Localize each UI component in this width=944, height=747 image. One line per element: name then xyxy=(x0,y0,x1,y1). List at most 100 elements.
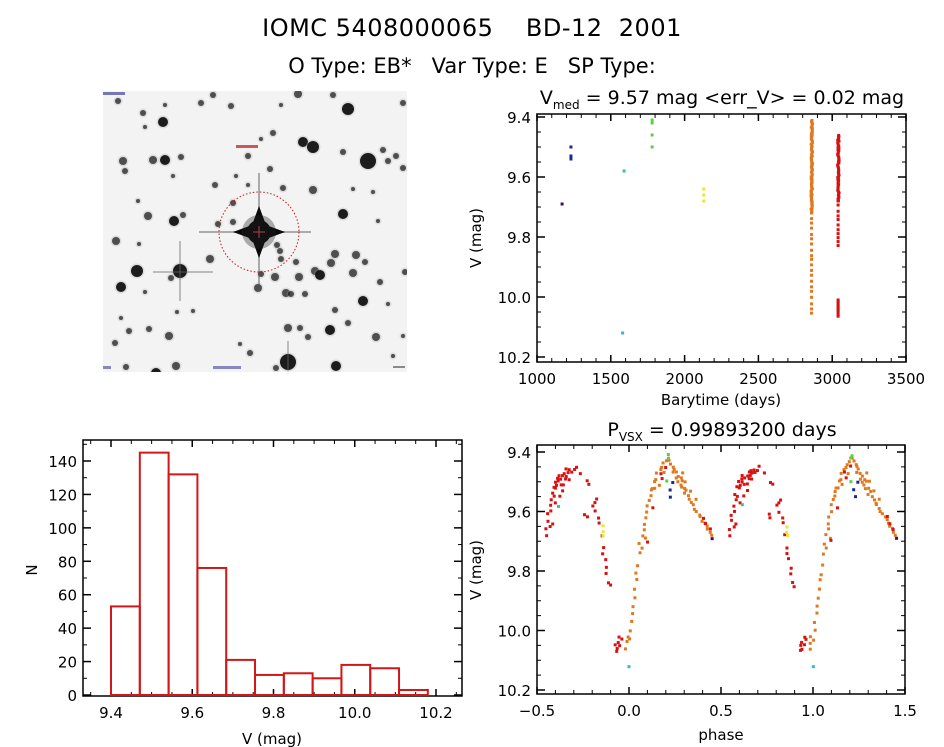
star xyxy=(391,354,395,358)
data-point xyxy=(593,501,597,505)
star xyxy=(278,256,284,262)
data-point xyxy=(680,479,684,483)
histogram-bar xyxy=(225,658,257,697)
data-point xyxy=(559,477,563,481)
x-tick-label: 1.5 xyxy=(893,702,917,720)
star xyxy=(206,255,214,263)
data-point xyxy=(846,472,850,476)
data-point xyxy=(679,476,683,480)
data-point xyxy=(792,585,796,589)
data-point xyxy=(743,476,747,480)
star xyxy=(210,92,216,98)
data-point xyxy=(872,498,876,502)
data-point xyxy=(563,477,567,481)
data-point xyxy=(803,635,807,639)
x-tick-label: 3500 xyxy=(887,370,925,388)
star xyxy=(144,212,152,220)
data-point xyxy=(835,506,839,510)
star xyxy=(175,310,179,314)
data-point xyxy=(808,635,812,639)
data-point xyxy=(785,530,789,534)
data-point xyxy=(647,498,651,502)
data-point xyxy=(771,482,775,486)
data-point xyxy=(781,516,785,520)
data-point xyxy=(645,504,649,508)
data-point xyxy=(785,546,789,550)
data-point xyxy=(799,643,803,647)
data-point xyxy=(768,516,772,520)
data-point xyxy=(818,578,822,582)
data-point xyxy=(830,510,834,514)
star xyxy=(258,271,264,277)
data-point xyxy=(836,303,840,307)
data-point xyxy=(601,552,605,556)
data-point xyxy=(877,497,881,501)
data-point xyxy=(650,133,654,137)
data-point xyxy=(671,470,675,474)
data-point xyxy=(638,551,642,555)
data-point xyxy=(815,611,819,615)
star xyxy=(342,103,354,115)
data-point xyxy=(553,480,557,484)
data-point xyxy=(891,530,895,534)
data-point xyxy=(737,486,741,490)
data-point xyxy=(551,522,555,526)
data-point xyxy=(604,565,608,569)
y-tick-label: 9.8 xyxy=(507,563,531,581)
star xyxy=(280,185,286,191)
x-tick-label: 9.8 xyxy=(262,704,286,722)
histogram-bar xyxy=(110,605,141,697)
phase-curve-points xyxy=(544,453,899,669)
light-curve-ylabel: V (mag) xyxy=(467,208,485,268)
star xyxy=(282,289,290,297)
data-point xyxy=(641,534,645,538)
data-point xyxy=(657,483,661,487)
data-point xyxy=(836,228,840,232)
data-point xyxy=(757,464,761,468)
x-tick-label: 10.0 xyxy=(338,704,371,722)
phase-curve-ylabel: V (mag) xyxy=(467,540,485,600)
data-point xyxy=(597,521,601,525)
data-point xyxy=(836,302,840,306)
star xyxy=(377,279,383,285)
star xyxy=(358,296,368,306)
data-point xyxy=(858,471,862,475)
data-point xyxy=(874,503,878,507)
y-tick-label: 9.6 xyxy=(507,504,531,522)
star xyxy=(393,153,399,159)
data-point xyxy=(750,477,754,481)
data-point xyxy=(836,223,840,227)
data-point xyxy=(561,489,565,493)
data-point xyxy=(836,307,840,311)
star xyxy=(230,219,236,225)
data-point xyxy=(800,647,804,651)
star xyxy=(198,100,204,106)
data-point xyxy=(870,495,874,499)
star xyxy=(360,153,376,169)
star xyxy=(178,154,184,160)
data-point xyxy=(775,503,779,507)
data-point xyxy=(626,635,630,639)
star xyxy=(245,153,251,159)
data-point xyxy=(620,637,624,641)
data-point xyxy=(849,464,853,468)
data-point xyxy=(786,534,790,538)
data-point xyxy=(573,467,577,471)
data-point xyxy=(549,503,553,507)
data-point xyxy=(650,118,654,122)
data-point xyxy=(845,463,849,467)
star xyxy=(298,137,308,147)
data-point xyxy=(810,254,814,258)
data-point xyxy=(674,476,678,480)
data-point xyxy=(836,312,840,316)
x-tick-label: 3000 xyxy=(813,370,851,388)
data-point xyxy=(769,481,773,485)
data-point xyxy=(810,302,814,306)
data-point xyxy=(689,500,693,504)
data-point xyxy=(564,467,568,471)
data-point xyxy=(849,456,853,460)
data-point xyxy=(601,534,605,538)
histogram-bar xyxy=(196,566,228,697)
data-point xyxy=(747,477,751,481)
